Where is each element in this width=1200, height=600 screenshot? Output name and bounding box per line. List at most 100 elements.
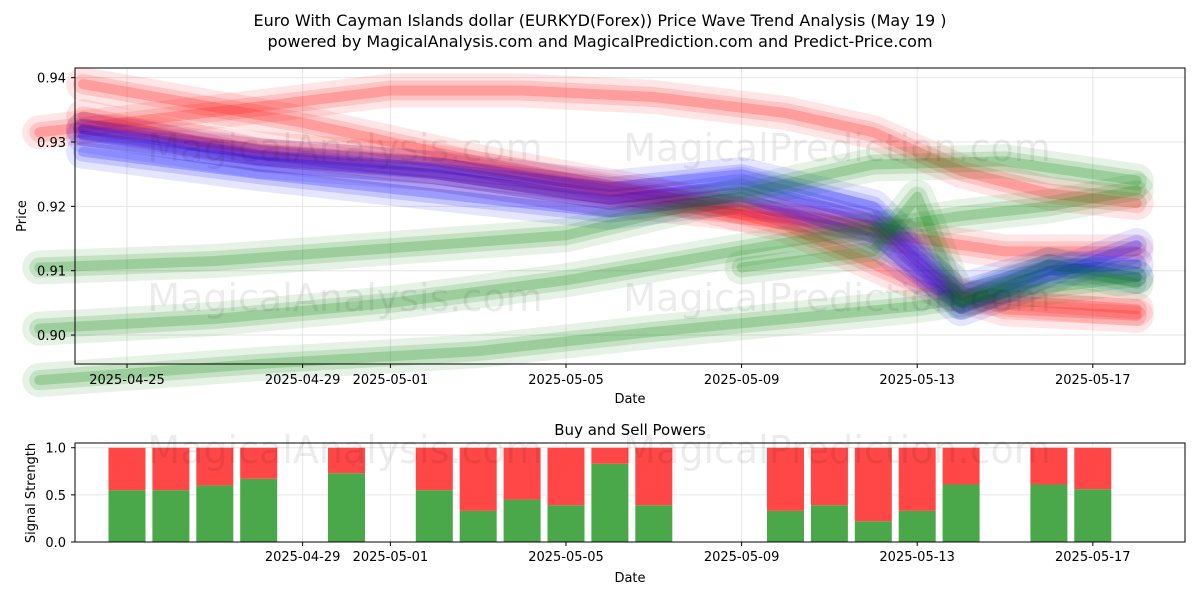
sell-power-bar [240, 447, 278, 479]
powers-xtick-label: 2025-05-01 [353, 550, 429, 565]
sell-power-bar [459, 447, 497, 511]
sell-power-bar [1074, 447, 1112, 490]
red-wave-line [73, 106, 1147, 262]
red-wave-line [66, 99, 1154, 269]
buy-power-bar [328, 473, 365, 542]
sell-power-bar [152, 447, 190, 491]
buy-power-bar [767, 510, 804, 542]
watermark-analysis-mid: MagicalAnalysis.com [147, 276, 542, 320]
price-ytick-label: 0.93 [37, 136, 66, 151]
powers-ytick-label: 0.0 [45, 536, 66, 551]
powers-ytick-label: 1.0 [45, 442, 66, 457]
price-wave-series [22, 67, 1154, 398]
green-wave-line [736, 191, 1142, 308]
green-wave-line [29, 151, 1147, 278]
red-wave-line [29, 80, 1147, 214]
price-ytick-label: 0.91 [37, 265, 66, 280]
price-xtick-label: 2025-05-01 [353, 373, 429, 388]
buy-power-bar [196, 485, 234, 542]
chart-title: Euro With Cayman Islands dollar (EURKYD(… [254, 11, 947, 30]
green-wave-line [724, 179, 1154, 320]
green-wave-line [34, 156, 1142, 273]
buy-power-bar [898, 510, 936, 542]
sell-power-bar [942, 447, 980, 485]
powers-axes-frame [74, 442, 1186, 543]
buy-power-bar [591, 463, 629, 542]
powers-ticks: 2025-04-29 2025-05-01 2025-05-05 2025-05-09… [45, 442, 1130, 565]
blue-wave-line [66, 118, 1154, 320]
powers-ylabel: Signal Strength [24, 443, 39, 543]
buy-power-bar [240, 478, 278, 542]
buy-power-bar [1030, 484, 1068, 542]
sell-power-bar [108, 447, 146, 491]
sell-power-bar [591, 447, 629, 464]
buy-power-bar [1074, 489, 1112, 542]
red-wave-line [66, 112, 1154, 327]
powers-xtick-label: 2025-05-17 [1055, 550, 1131, 565]
buy-power-bar [942, 484, 980, 542]
blue-wave-line [66, 134, 1154, 327]
watermark-analysis-top: MagicalAnalysis.com [147, 126, 542, 170]
watermark-prediction-top: MagicalPrediction.com [623, 126, 1051, 170]
green-wave-line [22, 144, 1154, 285]
red-wave-line [66, 67, 1154, 333]
sell-power-bar [898, 447, 936, 511]
powers-xtick-label: 2025-04-29 [265, 550, 341, 565]
blue-wave-line [78, 146, 1142, 315]
green-wave-line [22, 260, 1154, 398]
price-xtick-label: 2025-05-13 [879, 373, 955, 388]
price-xtick-label: 2025-05-05 [528, 373, 604, 388]
powers-title: Buy and Sell Powers [554, 421, 706, 439]
sell-power-bar [854, 447, 892, 522]
powers-ytick-label: 0.5 [45, 489, 66, 504]
green-wave-line [34, 272, 1142, 386]
red-wave-line [73, 74, 1147, 326]
sell-power-bar [767, 447, 804, 511]
green-wave-line [34, 185, 1142, 334]
watermark-analysis-bottom: MagicalAnalysis.com [147, 428, 542, 472]
green-wave-line [731, 186, 1147, 313]
powers-bars [108, 447, 1112, 542]
red-wave-line [73, 119, 1147, 320]
price-ticks: 2025-04-25 2025-04-29 2025-05-01 2025-05-05… [37, 72, 1131, 388]
sell-power-bar [196, 447, 234, 486]
price-ytick-label: 0.92 [37, 200, 66, 215]
price-xtick-label: 2025-05-09 [704, 373, 780, 388]
red-wave-line [22, 73, 1154, 221]
powers-xlabel: Date [614, 571, 645, 586]
price-ytick-label: 0.94 [37, 72, 66, 87]
sell-power-bar [415, 447, 453, 491]
price-ytick-label: 0.90 [37, 329, 66, 344]
price-ylabel: Price [15, 200, 30, 232]
buy-power-bar [503, 499, 541, 542]
price-xlabel: Date [614, 392, 645, 407]
powers-xtick-label: 2025-05-13 [879, 550, 955, 565]
watermark-prediction-bottom: MagicalPrediction.com [623, 428, 1051, 472]
blue-wave-line [73, 141, 1147, 320]
sell-power-bar [547, 447, 585, 506]
buy-power-bar [854, 521, 892, 542]
buy-power-bar [635, 505, 673, 542]
blue-wave-line [73, 125, 1147, 313]
red-wave-line [34, 85, 1142, 209]
buy-power-bar [810, 505, 848, 542]
blue-wave-line [73, 119, 1147, 300]
chart-subtitle: powered by MagicalAnalysis.com and Magic… [267, 32, 932, 51]
price-xtick-label: 2025-05-17 [1055, 373, 1131, 388]
buy-power-bar [459, 510, 497, 542]
sell-power-bar [328, 447, 365, 474]
green-wave-line [29, 180, 1147, 339]
sell-power-bar [503, 447, 541, 500]
buy-power-bar [415, 490, 453, 542]
blue-wave-line [78, 124, 1142, 295]
green-wave-line [29, 267, 1147, 391]
blue-wave-line [78, 130, 1142, 308]
sell-power-bar [1030, 447, 1068, 485]
price-grid [75, 68, 1185, 364]
price-axes-frame [74, 67, 1186, 365]
powers-xtick-label: 2025-05-05 [528, 550, 604, 565]
red-wave-line [78, 111, 1142, 257]
price-xtick-label: 2025-04-25 [89, 373, 165, 388]
buy-power-bar [547, 505, 585, 542]
green-wave-line [22, 173, 1154, 346]
